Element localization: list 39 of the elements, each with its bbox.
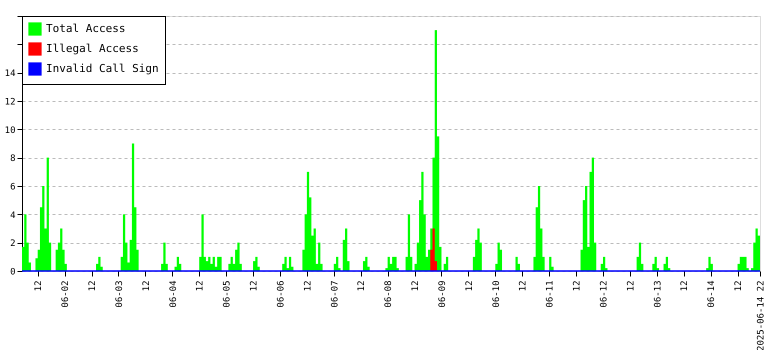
x-tick-label: 12 — [518, 280, 529, 292]
x-tick-label: 12 — [142, 280, 152, 292]
x-tick-label: 12 — [357, 280, 368, 292]
x-tick-label: 06-07 — [330, 280, 340, 308]
y-tick-label: 8 — [10, 154, 16, 164]
legend-label: Total Access — [46, 22, 126, 35]
x-tick-label: 06-11 — [546, 280, 556, 308]
x-tick-label: 06-02 — [61, 280, 72, 308]
legend-label: Invalid Call Sign — [46, 62, 159, 75]
x-tick-label: 06-08 — [384, 280, 394, 308]
y-tick-label: 4 — [10, 210, 16, 221]
x-tick-label: 12 — [411, 280, 422, 292]
x-tick-label: 06-04 — [168, 280, 179, 308]
y-tick-label: 2 — [10, 239, 16, 250]
x-tick-label: 12 — [250, 280, 260, 292]
x-tick-label: 12 — [196, 280, 206, 292]
x-tick-label: 12 — [734, 280, 744, 292]
x-tick-label: 06-05 — [222, 280, 233, 308]
y-tick-label: 14 — [4, 69, 16, 80]
y-tick-label: 0 — [10, 268, 16, 278]
y-tick-label: 10 — [4, 126, 16, 136]
x-tick-label: 06-03 — [114, 280, 125, 308]
x-tick-label: 06-09 — [438, 280, 448, 308]
x-tick-label: 12 — [464, 280, 475, 292]
legend-label: Illegal Access — [46, 42, 139, 55]
x-tick-label: 12 — [303, 280, 314, 292]
x-tick-label: 06-14 — [707, 280, 718, 308]
x-tick-label: 12 — [626, 280, 636, 292]
y-tick-label: 6 — [10, 182, 16, 192]
x-tick-label: 12 — [88, 280, 98, 292]
x-tick-label: 06-13 — [653, 280, 664, 308]
x-tick-label: 06-12 — [599, 280, 610, 308]
y-tick-label: 12 — [4, 98, 16, 108]
x-tick-label: 06-10 — [492, 280, 502, 308]
x-tick-label: 12 — [572, 280, 583, 292]
x-tick-label: 06-06 — [276, 280, 286, 308]
x-tick-label: 2025-06-14 22 — [756, 280, 766, 350]
x-tick-label: 12 — [34, 280, 44, 292]
x-tick-label: 12 — [680, 280, 690, 292]
